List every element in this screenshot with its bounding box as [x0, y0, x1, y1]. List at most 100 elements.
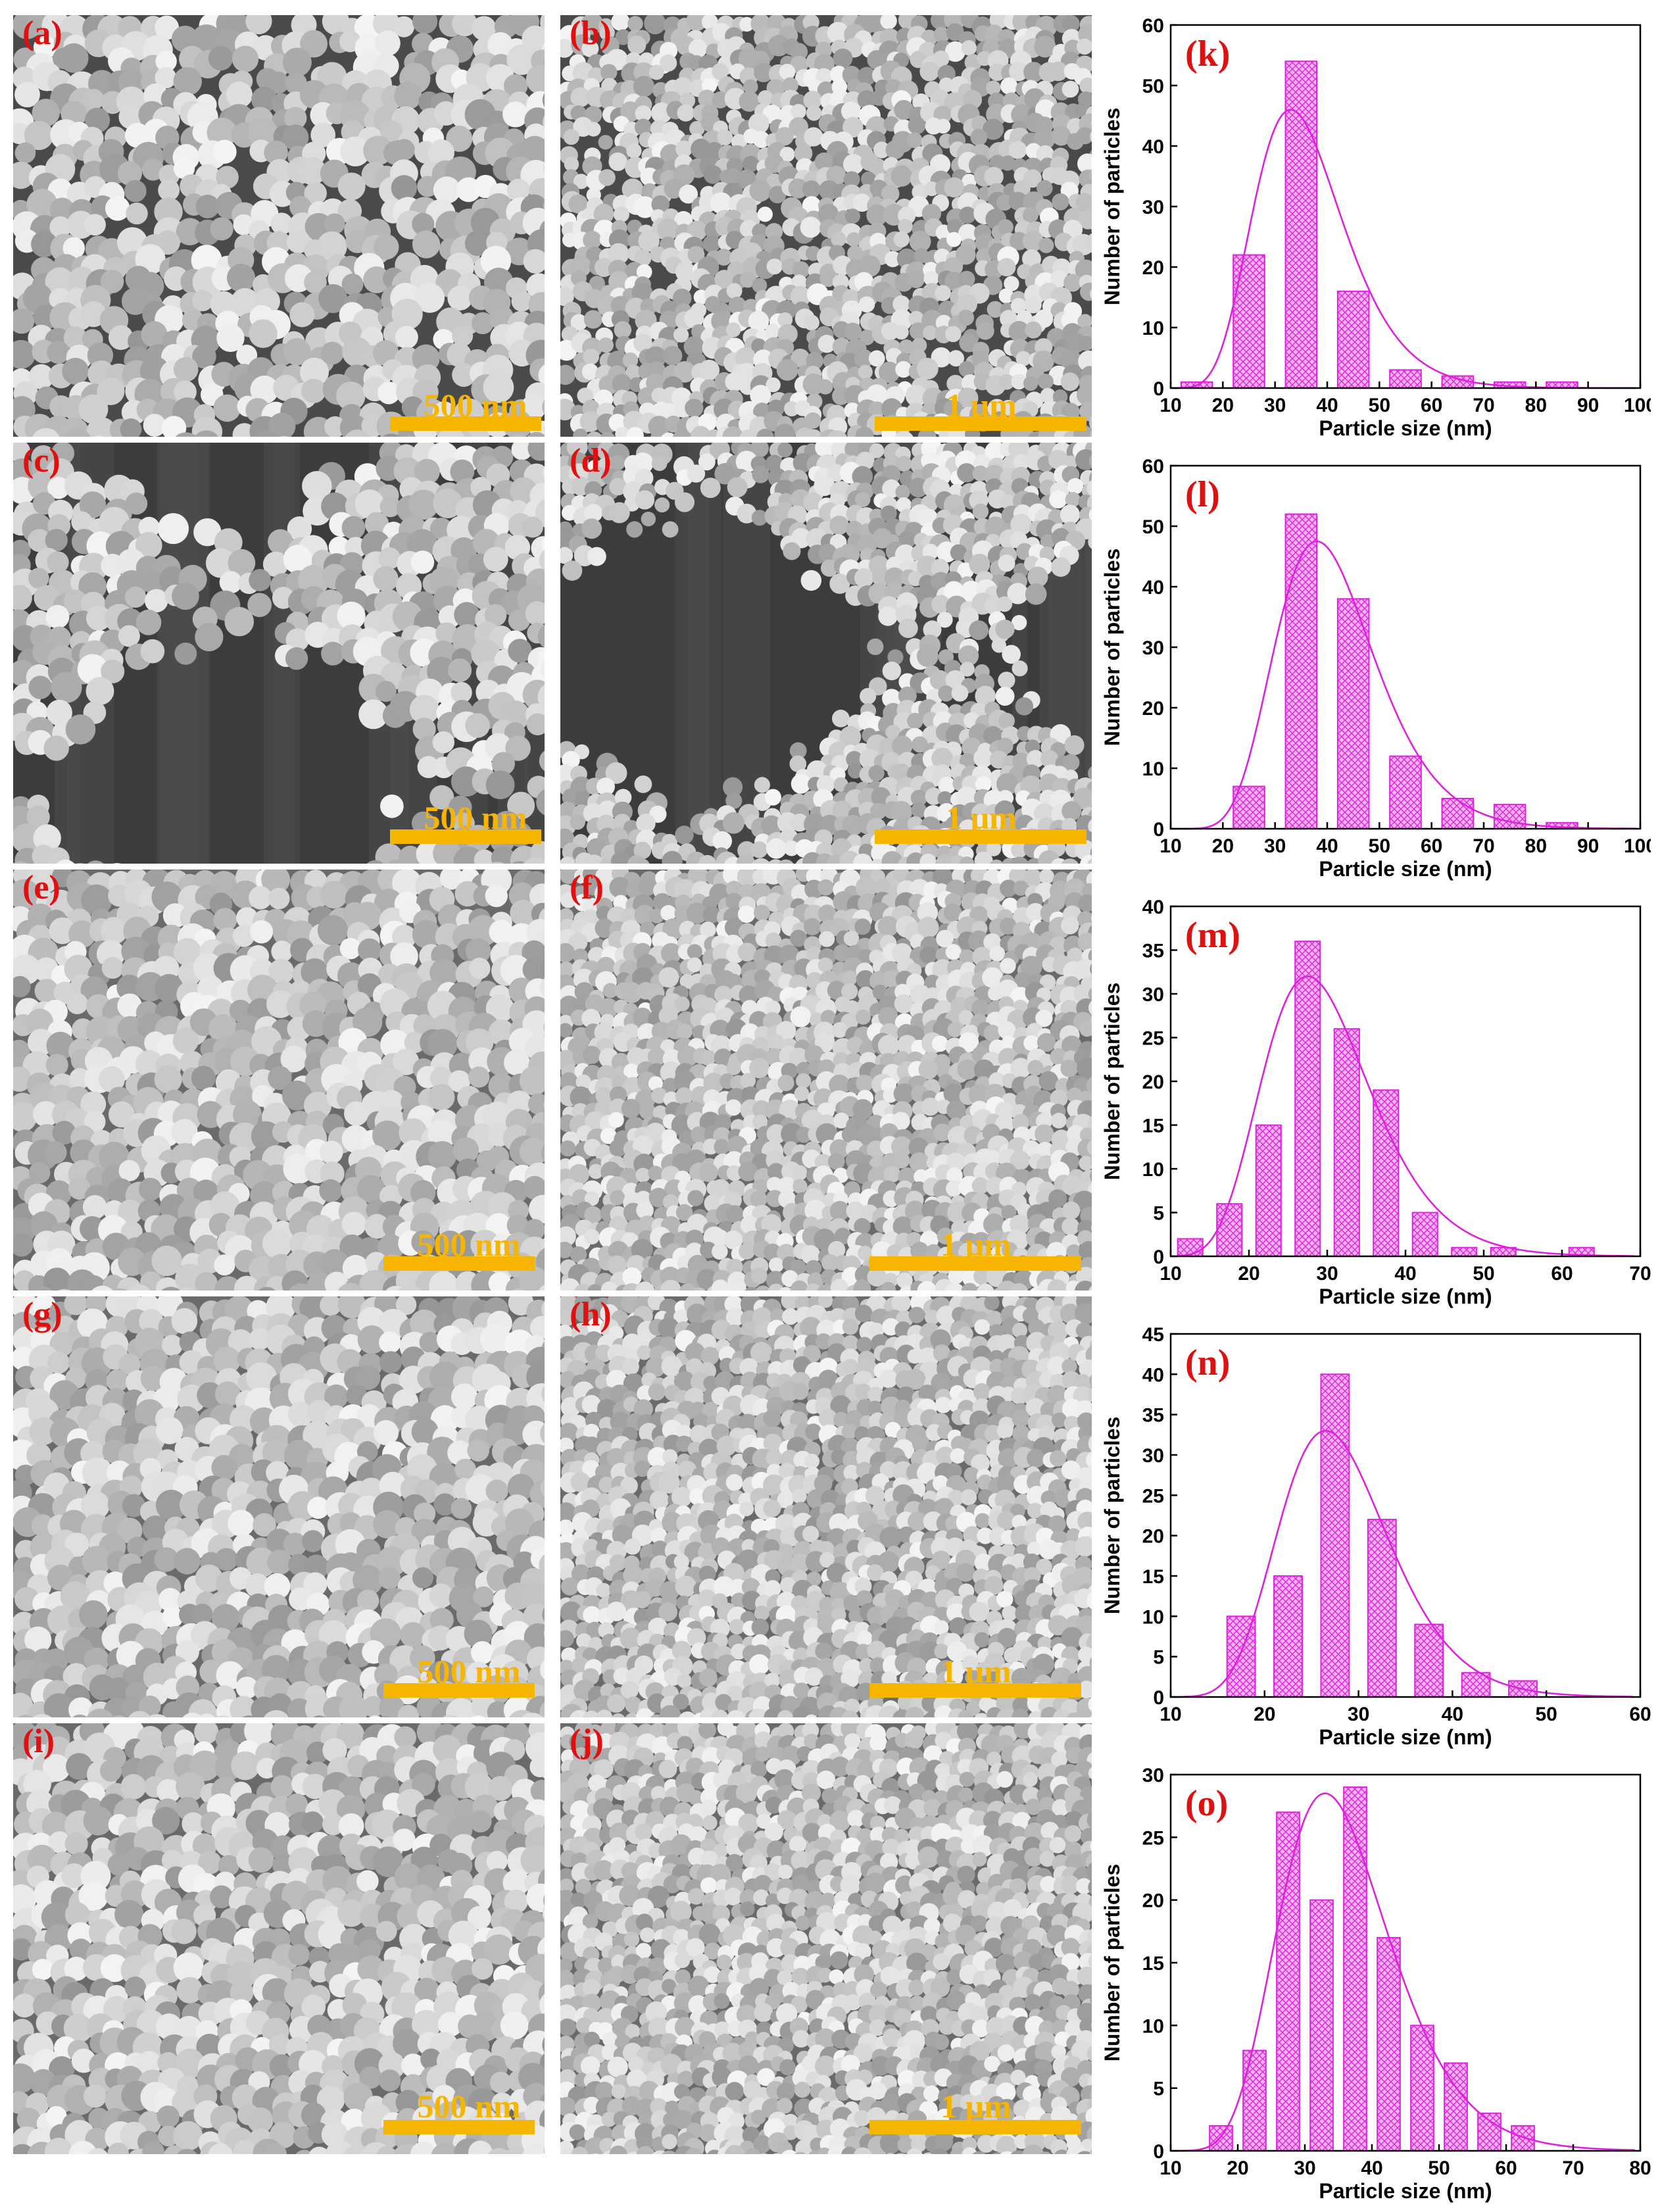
histogram-bar: [1367, 1519, 1397, 1698]
histogram-bar: [1294, 941, 1321, 1257]
x-tick-label: 80: [1525, 835, 1547, 857]
y-tick-label: 0: [1153, 1687, 1164, 1709]
sem-micrograph: [560, 443, 1092, 864]
chart-panel-label: (k): [1185, 34, 1230, 74]
histogram-m: 10 20 30 40 50 60 70 0 5 10 15 20 25 30 35 40 Particle s…: [1092, 888, 1651, 1315]
histogram-bar: [1276, 1811, 1300, 2151]
sem-micrograph: [13, 15, 545, 437]
x-tick-label: 20: [1227, 2157, 1248, 2179]
scale-bar: [383, 1256, 535, 1271]
sem-micrograph: [13, 1723, 545, 2154]
y-tick-label: 20: [1142, 698, 1164, 720]
y-tick-label: 40: [1142, 1364, 1164, 1386]
scale-bar: [869, 1683, 1081, 1698]
panel-label: (i): [22, 1723, 55, 1760]
y-axis-label: Number of particles: [1100, 1864, 1124, 2062]
fit-curve: [1176, 1792, 1635, 2152]
y-tick-label: 15: [1142, 1116, 1164, 1137]
x-tick-label: 60: [1551, 1263, 1573, 1285]
histogram-bar: [1373, 1089, 1400, 1257]
fit-curve: [1178, 1429, 1633, 1698]
histogram-bar: [1336, 598, 1370, 829]
scale-bar: [869, 1256, 1081, 1271]
histogram-bar: [1336, 290, 1370, 389]
histogram-bar: [1511, 2125, 1535, 2151]
scale-bar-label: 500 nm: [424, 387, 527, 424]
scale-bar: [383, 1683, 535, 1698]
histogram-bar: [1216, 1203, 1243, 1258]
x-tick-label: 40: [1361, 2157, 1382, 2179]
histogram-bar: [1441, 798, 1475, 829]
y-tick-label: 15: [1142, 1953, 1164, 1975]
histogram-bar: [1309, 1899, 1334, 2152]
scale-bar: [383, 2120, 535, 2134]
sem-micrograph: [13, 870, 545, 1290]
y-axis-label: Number of particles: [1100, 549, 1124, 747]
histogram-bar: [1414, 1623, 1444, 1698]
scale-bar-label: 1 μm: [940, 2088, 1012, 2125]
sem-panel-c: (c) 500 nm: [13, 443, 545, 864]
y-tick-label: 10: [1142, 318, 1164, 339]
x-tick-label: 60: [1495, 2157, 1517, 2179]
y-tick-label: 25: [1142, 1028, 1164, 1050]
y-axis-label: Number of particles: [1100, 108, 1124, 306]
sem-panel-d: (d) 1 μm: [560, 443, 1092, 864]
y-axis-label: Number of particles: [1100, 1417, 1124, 1615]
sem-panel-g: (g) 500 nm: [13, 1296, 545, 1717]
y-tick-label: 10: [1142, 758, 1164, 780]
sem-micrograph: [560, 1723, 1092, 2154]
x-tick-label: 60: [1629, 1704, 1651, 1725]
x-tick-label: 80: [1629, 2157, 1651, 2179]
y-tick-label: 25: [1142, 1827, 1164, 1849]
y-tick-label: 0: [1153, 1246, 1164, 1268]
scale-bar-label: 500 nm: [417, 1226, 521, 1263]
y-tick-label: 20: [1142, 257, 1164, 279]
x-axis-label: Particle size (nm): [1319, 416, 1492, 440]
x-tick-label: 60: [1421, 835, 1442, 857]
y-tick-label: 20: [1142, 1071, 1164, 1093]
y-tick-label: 10: [1142, 1159, 1164, 1181]
x-tick-label: 20: [1212, 835, 1234, 857]
sem-panel-f: (f) 1 μm: [560, 870, 1092, 1290]
chart-panel-label: (l): [1185, 474, 1220, 515]
x-axis-label: Particle size (nm): [1319, 1725, 1492, 1749]
histogram-o: 10 20 30 40 50 60 70 80 0 5 10 15 20 25 30 Particle siz…: [1092, 1756, 1651, 2210]
sem-micrograph: [13, 443, 545, 864]
x-tick-label: 50: [1473, 1263, 1494, 1285]
x-tick-label: 70: [1473, 835, 1494, 857]
x-tick-label: 90: [1577, 395, 1599, 416]
panel-label: (c): [22, 443, 61, 479]
x-tick-label: 30: [1294, 2157, 1315, 2179]
y-tick-label: 30: [1142, 984, 1164, 1006]
fit-curve: [1175, 540, 1636, 830]
histogram-bar: [1451, 1246, 1478, 1258]
histogram-bar: [1389, 755, 1422, 830]
sem-panel-i: (i) 500 nm: [13, 1723, 545, 2154]
x-tick-label: 10: [1160, 1704, 1181, 1725]
y-tick-label: 45: [1142, 1324, 1164, 1346]
histogram-n: 10 20 30 40 50 60 0 5 10 15 20 25 30 35 40 45 Particle s…: [1092, 1315, 1651, 1756]
y-tick-label: 20: [1142, 1890, 1164, 1912]
y-tick-label: 40: [1142, 897, 1164, 918]
histogram-bar: [1477, 2112, 1501, 2151]
x-tick-label: 10: [1160, 835, 1181, 857]
scale-bar: [390, 829, 541, 844]
x-tick-label: 50: [1428, 2157, 1450, 2179]
x-tick-label: 90: [1577, 835, 1599, 857]
sem-micrograph: [560, 15, 1092, 437]
y-tick-label: 60: [1142, 456, 1164, 478]
histogram-k: 1020304050607080901000102030405060Partic…: [1092, 7, 1651, 447]
y-tick-label: 30: [1142, 1765, 1164, 1786]
y-tick-label: 30: [1142, 197, 1164, 218]
scale-bar-label: 1 μm: [940, 1653, 1012, 1690]
y-tick-label: 60: [1142, 15, 1164, 37]
x-tick-label: 70: [1629, 1263, 1651, 1285]
y-tick-label: 50: [1142, 516, 1164, 538]
y-tick-label: 35: [1142, 941, 1164, 962]
scale-bar: [869, 2120, 1081, 2134]
sem-panel-h: (h) 1 μm: [560, 1296, 1092, 1717]
x-tick-label: 10: [1160, 1263, 1181, 1285]
histogram-bar: [1284, 513, 1318, 829]
y-tick-label: 35: [1142, 1405, 1164, 1427]
x-tick-label: 50: [1369, 395, 1390, 416]
